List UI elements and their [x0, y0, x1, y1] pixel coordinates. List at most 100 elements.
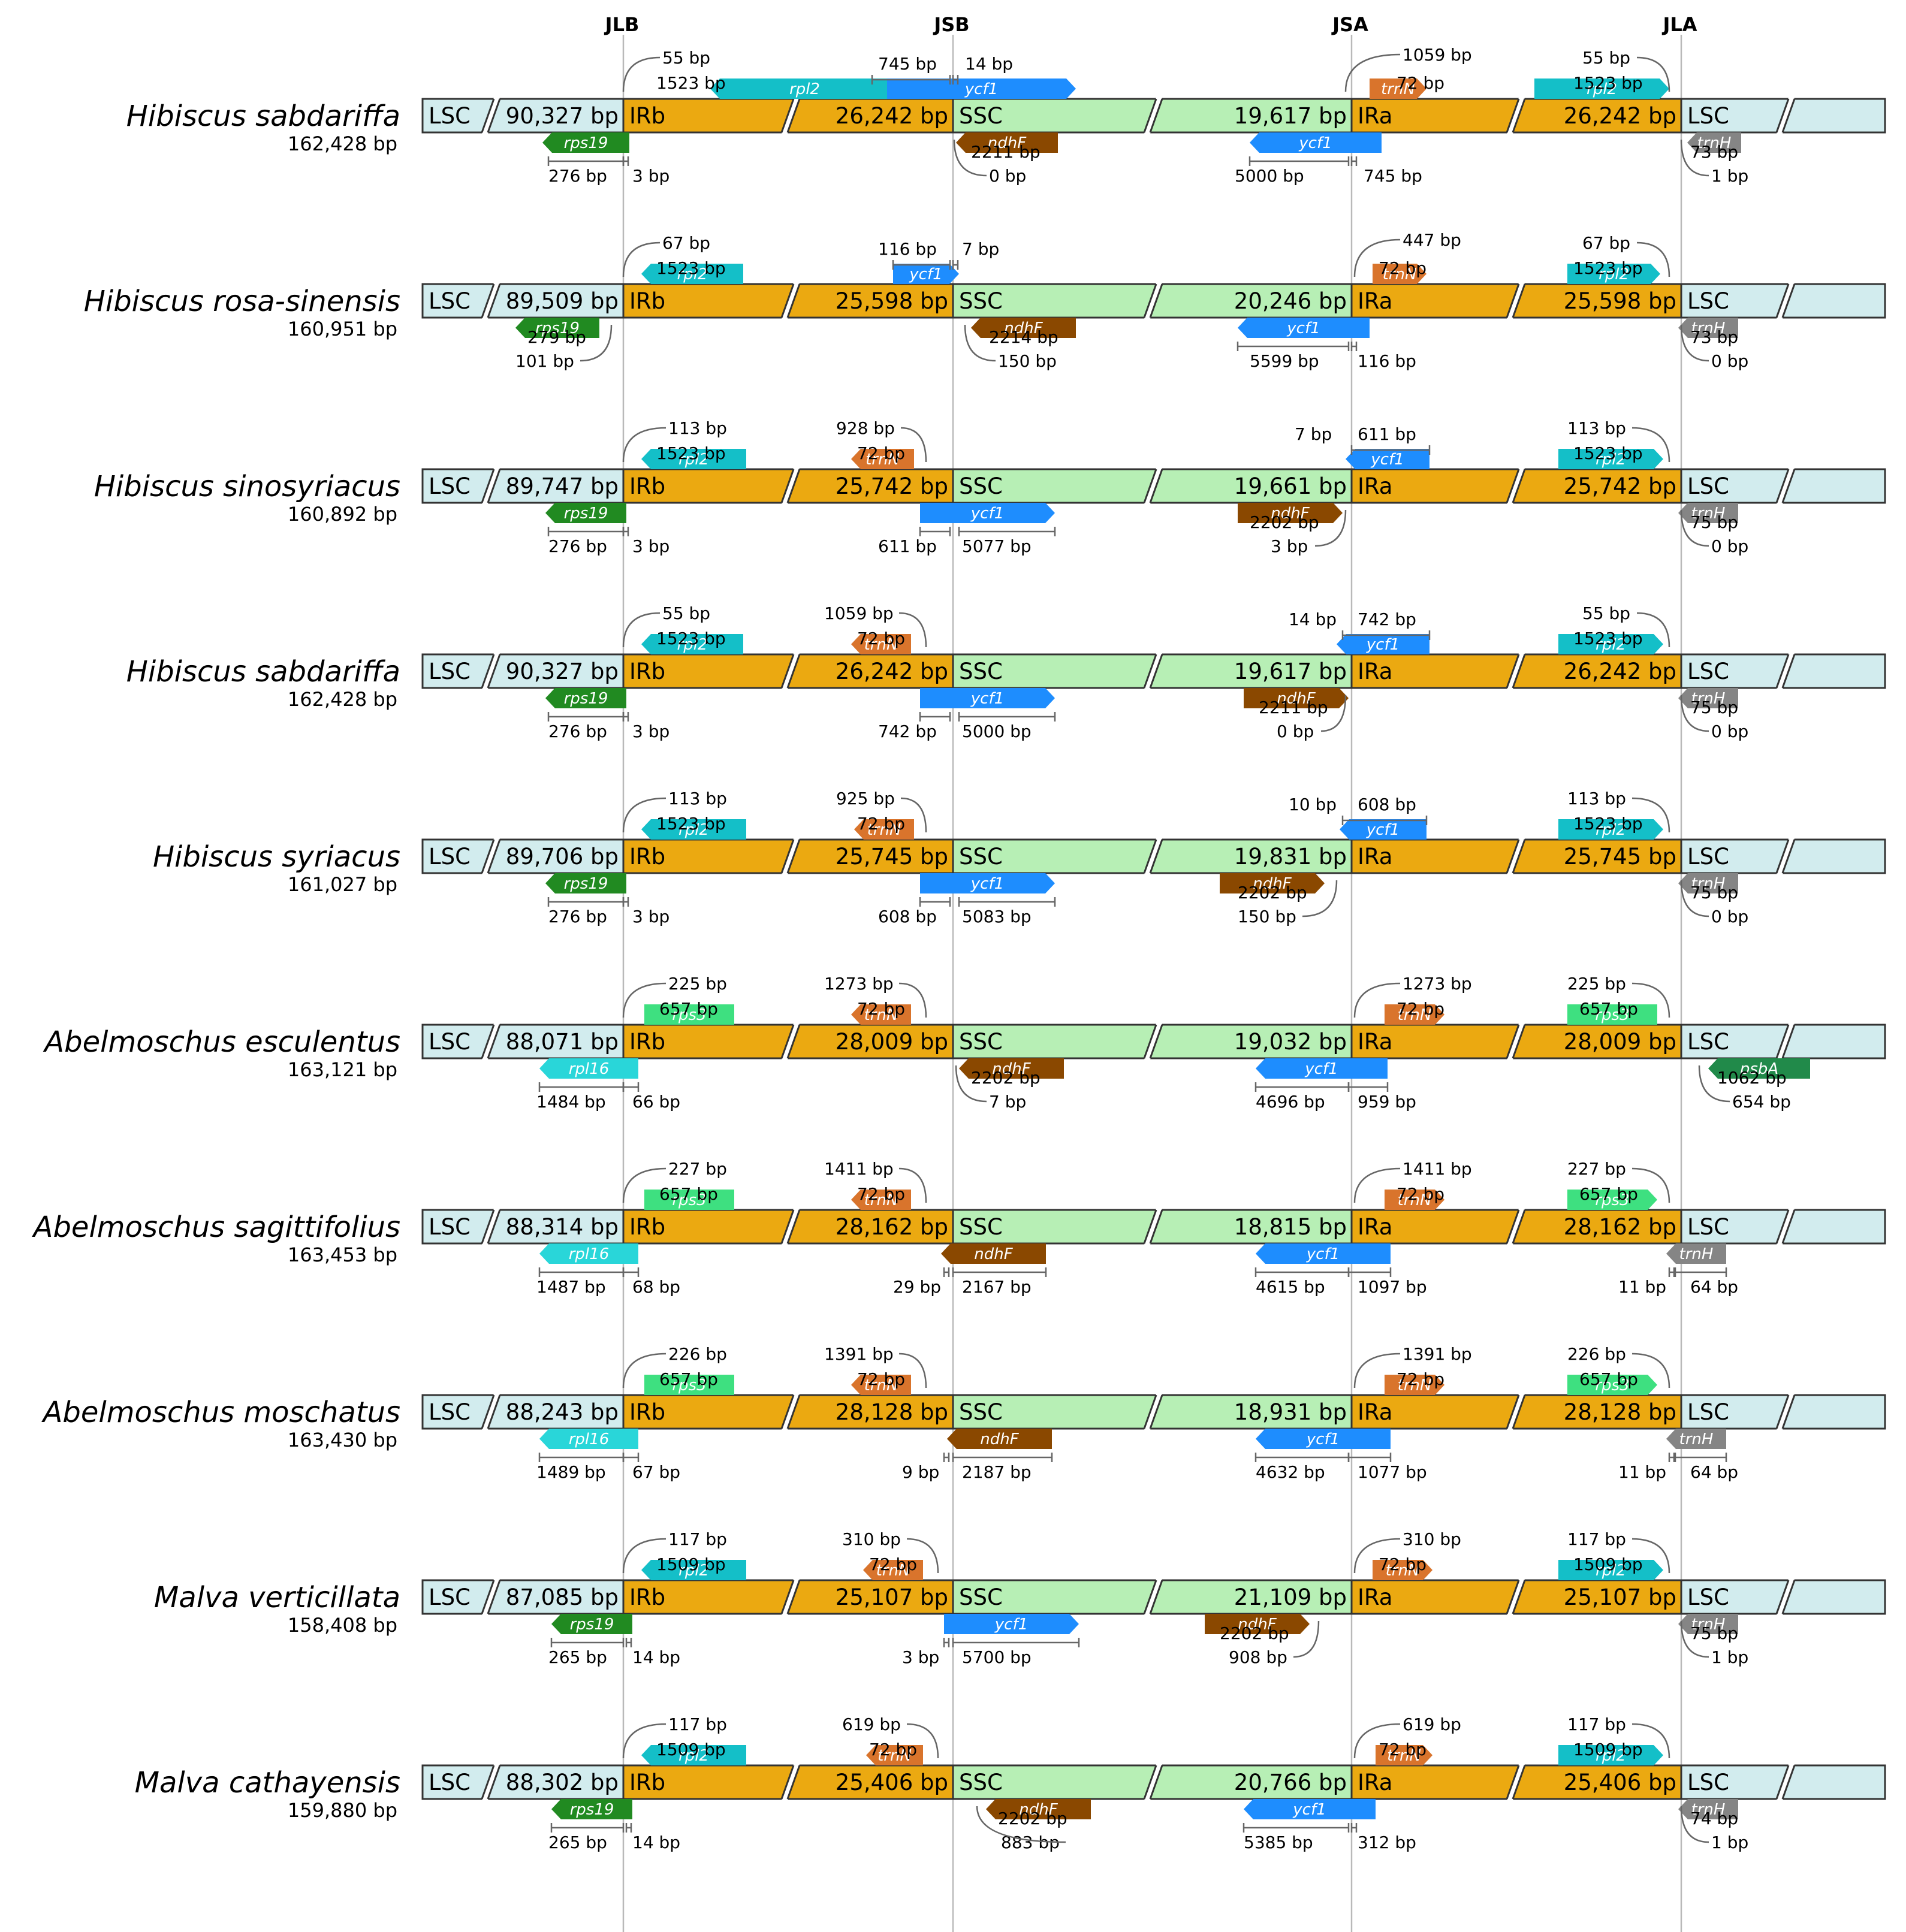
measure-bar	[958, 897, 1056, 907]
break-mark-line	[1775, 654, 1790, 689]
gene-ycf1: ycf1	[944, 1614, 1079, 1634]
boundary-arc	[1353, 982, 1401, 1018]
gene-trnn-arrow	[1370, 79, 1427, 99]
boundary-annotation: 117 bp	[668, 1714, 727, 1734]
species-name: Malva cathayensis	[135, 1766, 400, 1800]
gene-rps19: rps19	[551, 1614, 632, 1634]
ira-label: IRa	[1358, 103, 1392, 129]
lsc-length: 89,706 bp	[506, 844, 619, 870]
gene-ndhf-arrow	[1244, 688, 1349, 708]
break-mark-line	[1506, 1209, 1520, 1244]
irb-length: 28,009 bp	[836, 1029, 948, 1055]
irb-label: IRb	[629, 1399, 665, 1425]
boundary-annotation: 75 bp	[1690, 698, 1738, 717]
gene-rpl2-arrow	[1558, 819, 1663, 840]
break-mark	[1777, 1394, 1795, 1430]
gene-rps3: rps3	[1567, 1004, 1657, 1025]
measure-bar	[919, 897, 951, 907]
gene-rps19-arrow	[551, 1799, 632, 1819]
break-mark-line	[481, 1024, 495, 1059]
gene-rpl2: rpl2	[641, 449, 746, 469]
boundary-arc	[1293, 1620, 1320, 1658]
boundary-annotation: 0 bp	[1711, 351, 1748, 371]
boundary-annotation: 1411 bp	[824, 1159, 894, 1179]
gene-rps19-arrow	[551, 1614, 632, 1634]
gene-ycf1-arrow	[920, 688, 1055, 708]
boundary-annotation: 312 bp	[1358, 1833, 1416, 1852]
break-mark-line	[780, 469, 795, 503]
gene-rpl2-label: rpl2	[1596, 1747, 1626, 1765]
boundary-annotation: 113 bp	[668, 418, 727, 438]
lsc-segment	[421, 653, 625, 689]
boundary-annotation: 116 bp	[878, 239, 937, 259]
boundary-annotation: 72 bp	[857, 443, 905, 463]
gene-ndhf-arrow	[956, 132, 1058, 153]
measure-bar	[1674, 1267, 1727, 1277]
boundary-annotation: 116 bp	[1358, 351, 1416, 371]
irb-label: IRb	[629, 103, 665, 129]
boundary-annotation: 113 bp	[1567, 789, 1626, 808]
break-mark-line	[1512, 1394, 1526, 1429]
gene-ycf1: ycf1	[1337, 634, 1430, 654]
genome-length: 163,121 bp	[288, 1058, 397, 1081]
boundary-annotation: 72 bp	[857, 814, 905, 834]
gene-rpl2-label: rpl2	[678, 451, 709, 469]
gene-trnn-arrow	[851, 449, 914, 469]
break-mark-line	[1143, 469, 1157, 503]
boundary-annotation: 5700 bp	[962, 1647, 1032, 1667]
break-mark-line	[786, 1209, 801, 1244]
boundary-annotation: 1059 bp	[1403, 45, 1472, 65]
ira-length: 26,242 bp	[1564, 103, 1676, 129]
break-mark	[782, 98, 800, 134]
lsc-end-label: LSC	[1687, 288, 1729, 314]
boundary-arc	[622, 242, 661, 277]
gene-trnn-arrow	[866, 1745, 923, 1765]
measure-bar	[547, 712, 625, 722]
measure-bar	[919, 712, 951, 722]
lsc-length: 90,327 bp	[506, 103, 619, 129]
gene-ycf1-arrow	[1244, 1799, 1376, 1819]
gene-rps3-label: rps3	[672, 1191, 706, 1209]
boundary-annotation: 0 bp	[1711, 907, 1748, 926]
break-mark-line	[1775, 283, 1790, 318]
measure-bar	[547, 156, 625, 166]
genome-length: 160,892 bp	[288, 503, 397, 526]
measure-tick	[943, 1453, 950, 1462]
gene-ycf1-label: ycf1	[1304, 1060, 1338, 1078]
gene-trnh-arrow	[1678, 1799, 1738, 1819]
gene-rpl2-label: rpl2	[677, 265, 708, 283]
gene-rpl2-arrow	[1534, 79, 1669, 99]
irb-label: IRb	[629, 1584, 665, 1610]
boundary-arc	[900, 427, 927, 463]
measure-tick	[1668, 1453, 1675, 1462]
boundary-annotation: 276 bp	[548, 722, 607, 741]
ira-label: IRa	[1358, 1214, 1392, 1240]
gene-trnn-label: trnN	[864, 636, 898, 654]
break-mark	[1777, 468, 1795, 504]
gene-ycf1-label: ycf1	[1366, 821, 1400, 839]
lsc-length: 88,314 bp	[506, 1214, 619, 1240]
junction-label-jsb: JSB	[933, 13, 969, 36]
break-mark-line	[1506, 98, 1520, 133]
boundary-annotation: 55 bp	[662, 603, 710, 623]
gene-trnn-label: trnN	[1387, 1747, 1421, 1765]
lsc-segment	[421, 1394, 625, 1430]
measure-bar	[547, 897, 625, 907]
boundary-arc	[955, 1065, 987, 1103]
boundary-annotation: 5000 bp	[962, 722, 1032, 741]
boundary-annotation: 113 bp	[1567, 418, 1626, 438]
gene-trnn: trnN	[1376, 1745, 1432, 1765]
measure-tick	[1350, 156, 1358, 166]
measure-bar	[1347, 1267, 1392, 1277]
measure-bar	[919, 527, 951, 536]
gene-trnh-arrow	[1687, 132, 1741, 153]
boundary-annotation: 1273 bp	[1403, 974, 1472, 994]
measure-bar	[550, 1823, 625, 1833]
lsc-label: LSC	[429, 844, 471, 870]
break-mark-line	[786, 1765, 801, 1800]
gene-rpl2: rpl2	[641, 634, 743, 654]
gene-ycf1: ycf1	[920, 503, 1055, 523]
boundary-arc	[1680, 1806, 1709, 1843]
gene-ycf1-label: ycf1	[1306, 1430, 1340, 1448]
